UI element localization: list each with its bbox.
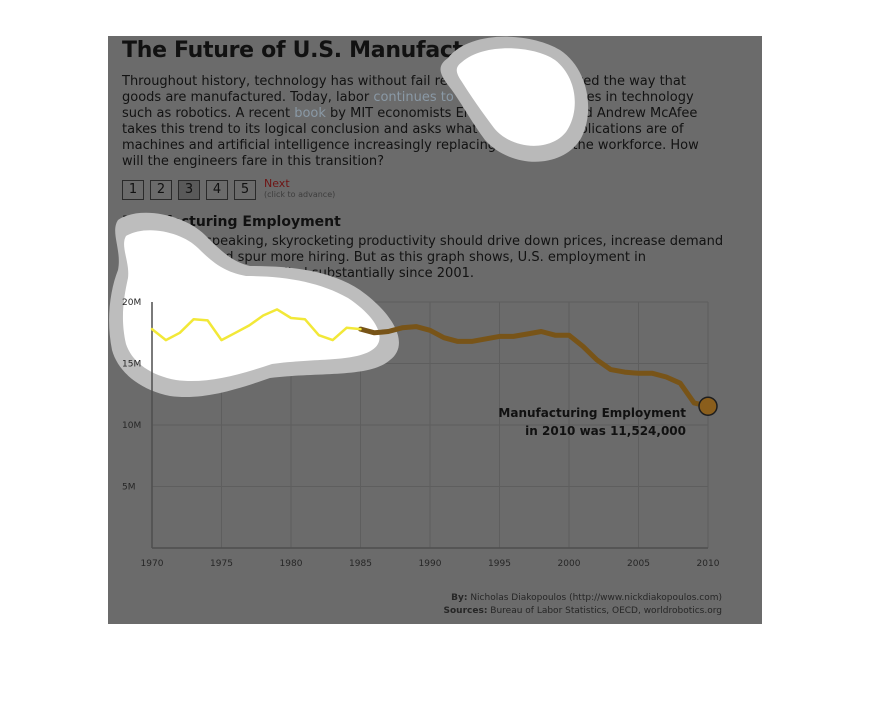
data-point xyxy=(596,359,598,361)
data-point xyxy=(609,368,612,371)
x-tick-label: 1990 xyxy=(419,559,442,569)
page-button-2[interactable]: 2 xyxy=(150,180,172,200)
sources-text: Bureau of Labor Statistics, OECD, worldr… xyxy=(487,606,722,616)
y-tick-label: 15M xyxy=(122,360,141,370)
story-panel: The Future of U.S. Manufacturing Through… xyxy=(108,36,762,624)
chart-axes: 1970 1975 1980 1985 1990 1995 2000 2005 2010 5M 10… xyxy=(122,298,720,569)
x-tick-label: 1970 xyxy=(141,559,164,569)
data-point xyxy=(443,336,445,339)
book-link[interactable]: book xyxy=(294,106,326,121)
end-point-marker xyxy=(698,396,718,417)
data-point xyxy=(387,330,390,333)
data-point xyxy=(415,325,417,328)
series-line-main xyxy=(358,324,711,409)
data-point xyxy=(554,334,556,337)
data-point xyxy=(429,329,431,332)
sources-label: Sources: xyxy=(443,606,488,616)
next-hint: (click to advance) xyxy=(264,190,336,199)
data-point xyxy=(318,334,320,337)
spot-top-right-core xyxy=(456,48,575,146)
series-line-highlight xyxy=(150,308,362,342)
data-point xyxy=(331,339,334,341)
data-point xyxy=(345,327,348,329)
x-tick-label: 2000 xyxy=(558,559,581,569)
data-point xyxy=(651,372,654,375)
data-point xyxy=(373,331,376,334)
page-button-5[interactable]: 5 xyxy=(234,180,256,200)
data-point xyxy=(151,328,153,330)
data-point xyxy=(540,330,542,333)
data-point xyxy=(582,345,584,348)
data-point xyxy=(220,339,223,341)
annotation-line-1: Manufacturing Employment xyxy=(498,406,686,420)
next-control[interactable]: Next (click to advance) xyxy=(264,178,335,200)
next-button[interactable]: Next xyxy=(264,177,290,190)
data-point xyxy=(623,371,626,373)
x-tick-label: 2010 xyxy=(697,559,720,569)
data-point xyxy=(498,335,501,338)
byline-label: By: xyxy=(451,593,468,603)
data-point xyxy=(290,317,292,319)
data-point xyxy=(693,402,695,404)
data-point xyxy=(192,318,195,321)
chart-series xyxy=(150,308,718,417)
data-point xyxy=(512,335,515,338)
data-point xyxy=(234,331,237,334)
data-point xyxy=(679,382,681,384)
x-tick-label: 1985 xyxy=(349,559,372,569)
highlight-spots xyxy=(109,36,589,398)
y-tick-label: 20M xyxy=(122,298,141,308)
data-point xyxy=(457,340,459,343)
pager: 1 2 3 4 5 Next (click to advance) xyxy=(122,178,335,200)
data-point xyxy=(304,318,306,321)
data-point xyxy=(276,308,278,311)
page-button-1[interactable]: 1 xyxy=(122,180,144,200)
data-point xyxy=(262,314,265,317)
x-tick-label: 1975 xyxy=(210,559,233,569)
data-point xyxy=(637,372,640,375)
x-tick-label: 1995 xyxy=(488,559,511,569)
data-point xyxy=(359,328,362,330)
data-point xyxy=(179,331,181,334)
data-point xyxy=(665,376,668,378)
byline: By: Nicholas Diakopoulos (http://www.nic… xyxy=(444,592,722,605)
data-point xyxy=(206,319,209,322)
credits: By: Nicholas Diakopoulos (http://www.nic… xyxy=(444,592,722,618)
data-point xyxy=(248,324,251,327)
annotation-line-2: in 2010 was 11,524,000 xyxy=(525,424,686,438)
sources: Sources: Bureau of Labor Statistics, OEC… xyxy=(444,605,722,618)
data-point xyxy=(484,338,487,340)
data-point xyxy=(401,327,404,329)
y-tick-label: 10M xyxy=(122,421,141,431)
data-point xyxy=(470,340,473,343)
page-button-4[interactable]: 4 xyxy=(206,180,228,200)
chart-annotation: Manufacturing Employment in 2010 was 11,… xyxy=(498,406,686,438)
page-button-3[interactable]: 3 xyxy=(178,180,200,200)
x-tick-label: 1980 xyxy=(280,559,303,569)
x-tick-label: 2005 xyxy=(627,559,650,569)
data-point xyxy=(526,333,529,335)
data-point xyxy=(165,339,167,341)
spot-left-core xyxy=(122,230,380,382)
byline-text: Nicholas Diakopoulos (http://www.nickdia… xyxy=(467,593,722,603)
data-point xyxy=(568,334,570,337)
y-tick-label: 5M xyxy=(122,483,136,493)
